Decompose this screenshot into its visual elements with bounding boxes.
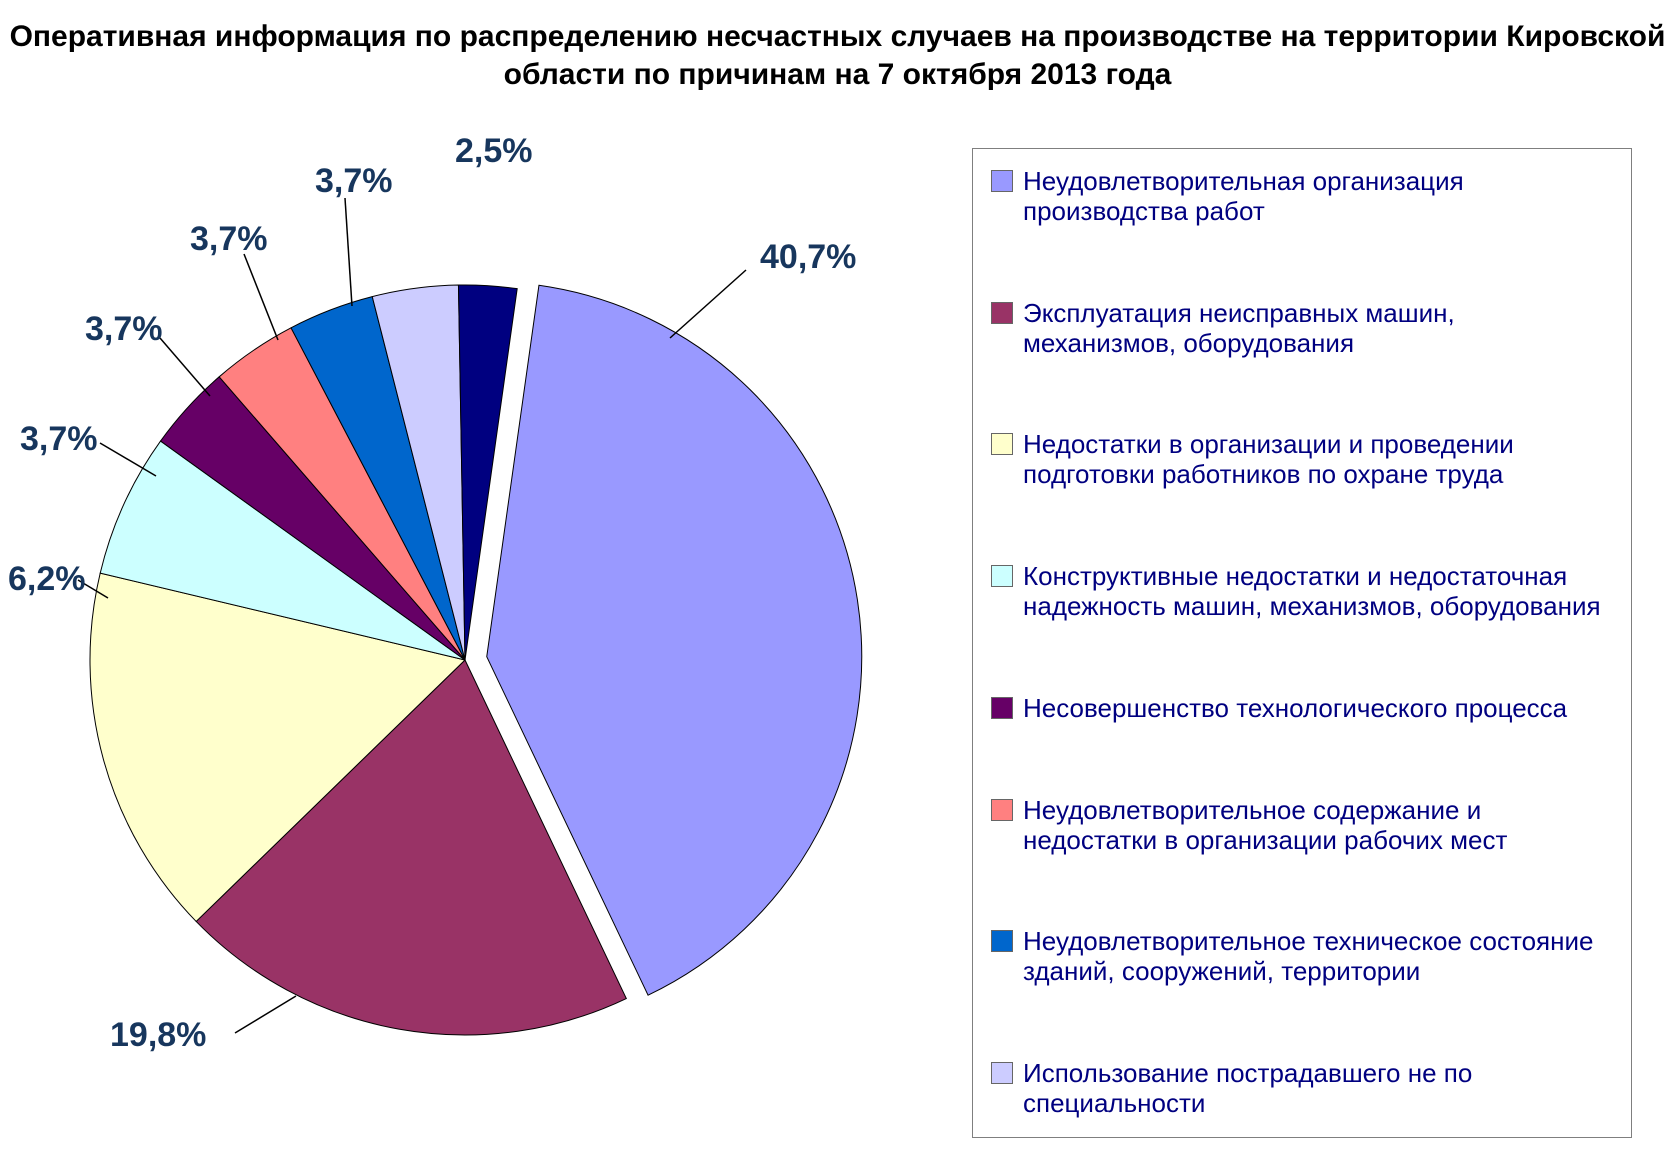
legend-swatch [991, 302, 1013, 324]
legend-item: Несовершенство технологического процесса [991, 694, 1613, 724]
legend-item: Неудовлетворительное техническое состоян… [991, 927, 1613, 987]
data-label: 3,7% [85, 310, 163, 349]
legend: Неудовлетворительная организация произво… [972, 148, 1632, 1138]
legend-swatch [991, 170, 1013, 192]
legend-label: Использование пострадавшего не по специа… [1023, 1059, 1613, 1119]
legend-item: Конструктивные недостатки и недостаточна… [991, 562, 1613, 622]
legend-swatch [991, 1062, 1013, 1084]
legend-item: Неудовлетворительная организация произво… [991, 167, 1613, 227]
data-label: 2,5% [455, 132, 533, 171]
legend-label: Неудовлетворительное содержание и недост… [1023, 796, 1613, 856]
legend-swatch [991, 799, 1013, 821]
legend-swatch [991, 565, 1013, 587]
legend-item: Использование пострадавшего не по специа… [991, 1059, 1613, 1119]
data-label: 6,2% [8, 560, 86, 599]
legend-label: Конструктивные недостатки и недостаточна… [1023, 562, 1613, 622]
legend-label: Несовершенство технологического процесса [1023, 694, 1613, 724]
legend-item: Неудовлетворительное содержание и недост… [991, 796, 1613, 856]
legend-swatch [991, 930, 1013, 952]
chart-stage: Оперативная информация по распределению … [0, 0, 1675, 1166]
legend-swatch [991, 697, 1013, 719]
data-label: 40,7% [760, 238, 856, 277]
legend-label: Недостатки в организации и проведении по… [1023, 430, 1613, 490]
legend-item: Эксплуатация неисправных машин, механизм… [991, 299, 1613, 359]
data-label: 3,7% [315, 162, 393, 201]
legend-label: Неудовлетворительное техническое состоян… [1023, 927, 1613, 987]
data-label: 3,7% [190, 220, 268, 259]
legend-label: Неудовлетворительная организация произво… [1023, 167, 1613, 227]
legend-label: Эксплуатация неисправных машин, механизм… [1023, 299, 1613, 359]
data-label: 3,7% [20, 420, 98, 459]
legend-item: Недостатки в организации и проведении по… [991, 430, 1613, 490]
legend-swatch [991, 433, 1013, 455]
data-label: 19,8% [110, 1016, 206, 1055]
